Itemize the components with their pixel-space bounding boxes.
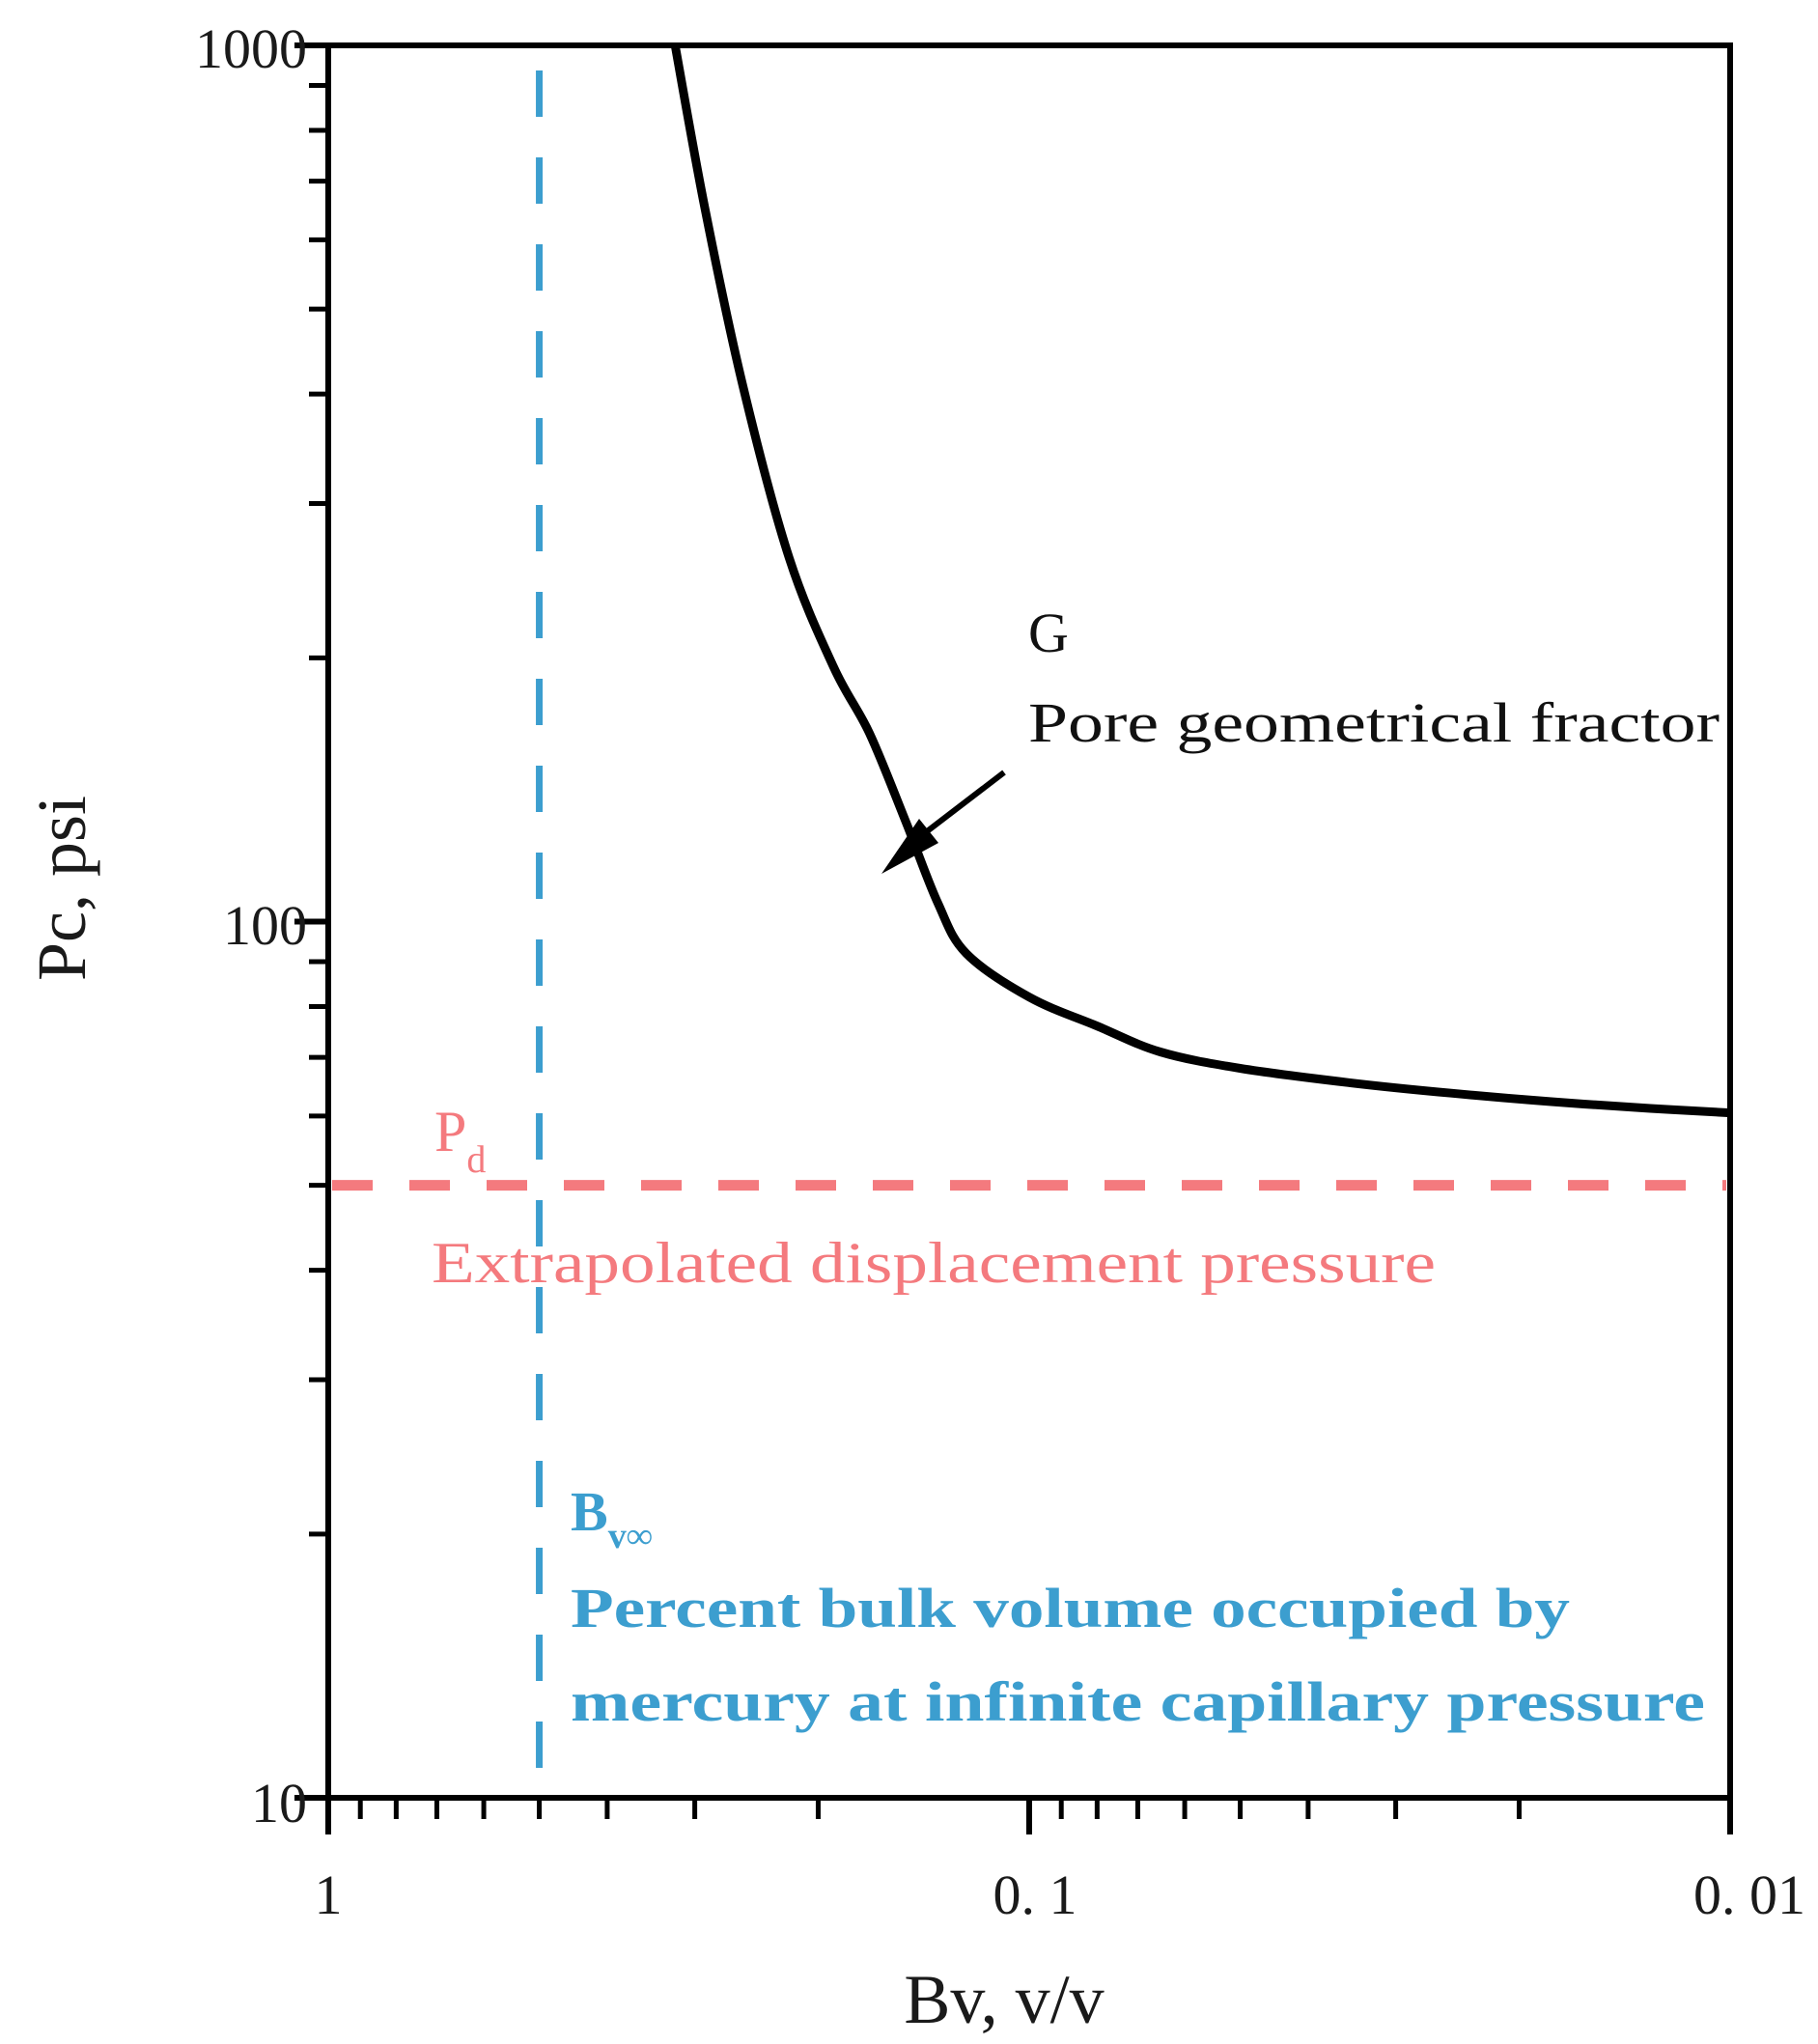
- y-axis-title: Pc, psi: [23, 796, 100, 981]
- y-tick-10: 10: [251, 1772, 307, 1834]
- axis-ticks: [294, 42, 1733, 1834]
- x-tick-1: 1: [315, 1863, 343, 1926]
- x-axis-title: Bv, v/v: [904, 1961, 1104, 2038]
- bv-infinity-symbol-label: Bv∞: [571, 1480, 653, 1556]
- bv-main: B: [571, 1480, 608, 1543]
- pd-symbol-label: Pd: [434, 1100, 486, 1181]
- y-tick-100: 100: [223, 894, 307, 957]
- bv-infinity-description-line2: mercury at infinite capillary pressure: [571, 1670, 1705, 1733]
- plot-frame: [325, 42, 1733, 1801]
- y-tick-1000: 1000: [195, 17, 307, 80]
- pd-main: P: [434, 1100, 466, 1163]
- g-curve: [670, 44, 1731, 1118]
- arrow-icon: [881, 770, 1006, 874]
- pd-description-label: Extrapolated displacement pressure: [432, 1231, 1436, 1295]
- x-tick-0.1: 0. 1: [993, 1863, 1077, 1926]
- bv-subscript: v∞: [608, 1516, 653, 1556]
- pd-subscript: d: [466, 1137, 486, 1181]
- x-tick-0.01: 0. 01: [1693, 1863, 1805, 1926]
- g-description-label: Pore geometrical fractor: [1028, 691, 1720, 754]
- g-symbol-label: G: [1028, 602, 1069, 664]
- bv-infinity-description-line1: Percent bulk volume occupied by: [571, 1577, 1570, 1639]
